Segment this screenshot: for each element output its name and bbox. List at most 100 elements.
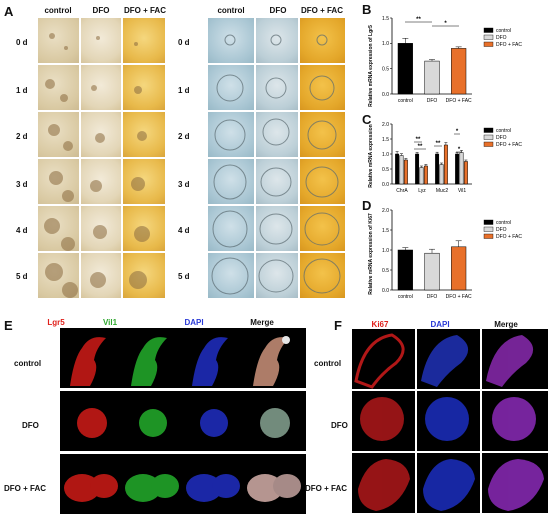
bar bbox=[439, 164, 444, 185]
e-row-control: control bbox=[14, 359, 42, 368]
legend-label: DFO bbox=[496, 135, 507, 141]
f-row-dfo: DFO bbox=[331, 421, 348, 430]
y-tick-label: 0.5 bbox=[382, 268, 389, 274]
x-tick-label: Lyz bbox=[418, 188, 426, 194]
chart-d-ki67: Relative mRNA expression of Ki67 0.0 0.5 1… bbox=[368, 208, 522, 300]
a-left-day-2: 2 d bbox=[16, 132, 28, 141]
bar bbox=[415, 153, 420, 185]
a-right-tile bbox=[208, 206, 254, 251]
x-tick-label: DFO bbox=[427, 98, 438, 104]
a-right-day-1: 1 d bbox=[178, 86, 190, 95]
a-right-tile bbox=[300, 65, 345, 110]
a-right-col-dfofac: DFO + FAC bbox=[300, 6, 343, 15]
bar bbox=[435, 153, 440, 185]
bar bbox=[443, 144, 448, 185]
e-col-vil1: Vil1 bbox=[102, 318, 118, 327]
y-tick-label: 0.5 bbox=[382, 66, 389, 72]
bar bbox=[423, 165, 428, 185]
legend-label: DFO bbox=[496, 35, 507, 41]
chart-d-ylabel: Relative mRNA expression of Ki67 bbox=[368, 213, 374, 295]
e-col-dapi: DAPI bbox=[184, 318, 204, 327]
significance-label: * bbox=[444, 21, 447, 27]
a-right-tile bbox=[300, 112, 345, 157]
a-right-col-control: control bbox=[217, 6, 245, 15]
e-col-merge: Merge bbox=[250, 318, 274, 327]
legend-label: control bbox=[496, 28, 511, 34]
f-fluorescence-shapes bbox=[354, 333, 544, 511]
chart-c-ylabel: Relative mRNA expression bbox=[368, 124, 374, 187]
legend-label: DFO + FAC bbox=[496, 142, 522, 148]
significance-label: ** bbox=[416, 137, 421, 143]
f-col-merge: Merge bbox=[494, 320, 518, 329]
bar bbox=[463, 161, 468, 185]
a-left-tile bbox=[81, 65, 121, 110]
a-right-organoids bbox=[211, 34, 341, 295]
a-left-day-0: 0 d bbox=[16, 38, 28, 47]
f-col-ki67: Ki67 bbox=[371, 320, 389, 329]
a-left-organoid-clusters bbox=[44, 33, 150, 298]
f-col-dapi: DAPI bbox=[430, 320, 450, 329]
e-col-lgr5: Lgr5 bbox=[47, 318, 65, 327]
a-right-col-dfo: DFO bbox=[269, 6, 287, 15]
panel-label-c: C bbox=[362, 112, 372, 127]
a-left-tile bbox=[123, 65, 165, 110]
legend-swatch bbox=[483, 41, 494, 47]
y-tick-label: 1.5 bbox=[382, 16, 389, 22]
bar bbox=[419, 167, 424, 185]
a-left-tile bbox=[38, 112, 79, 157]
x-tick-label: DFO + FAC bbox=[446, 294, 472, 300]
chart-b-ylabel: Relative mRNA expression of Lgr5 bbox=[368, 25, 374, 107]
y-tick-label: 2.0 bbox=[382, 122, 389, 128]
a-right-day-2: 2 d bbox=[178, 132, 190, 141]
f-row-control: control bbox=[314, 359, 342, 368]
bar bbox=[451, 48, 467, 95]
y-tick-label: 0.5 bbox=[382, 167, 389, 173]
y-tick-label: 1.0 bbox=[382, 152, 389, 158]
a-right-day-5: 5 d bbox=[178, 272, 190, 281]
bar bbox=[403, 159, 408, 185]
significance-label: ** bbox=[418, 144, 423, 150]
a-left-col-dfofac: DFO + FAC bbox=[123, 6, 166, 15]
a-right-tile bbox=[256, 65, 298, 110]
a-left-day-3: 3 d bbox=[16, 180, 28, 189]
a-right-day-0: 0 d bbox=[178, 38, 190, 47]
y-tick-label: 2.0 bbox=[382, 208, 389, 214]
a-left-tile bbox=[81, 18, 121, 63]
y-tick-label: 1.5 bbox=[382, 137, 389, 143]
bar bbox=[455, 153, 460, 185]
bar bbox=[399, 155, 404, 185]
legend-label: DFO + FAC bbox=[496, 234, 522, 240]
y-tick-label: 0.0 bbox=[382, 92, 389, 98]
a-left-day-1: 1 d bbox=[16, 86, 28, 95]
a-right-tile bbox=[256, 18, 298, 63]
a-right-tile bbox=[208, 253, 254, 298]
bar bbox=[459, 152, 464, 185]
y-tick-label: 0.0 bbox=[382, 288, 389, 294]
a-left-col-control: control bbox=[44, 6, 72, 15]
bar bbox=[395, 153, 400, 185]
y-tick-label: 1.0 bbox=[382, 248, 389, 254]
legend-swatch bbox=[483, 233, 494, 239]
legend-label: control bbox=[496, 220, 511, 226]
a-right-tile bbox=[208, 18, 254, 63]
legend-swatch bbox=[483, 127, 494, 133]
legend-swatch bbox=[483, 219, 494, 225]
x-tick-label: DFO + FAC bbox=[446, 98, 472, 104]
a-left-col-dfo: DFO bbox=[92, 6, 110, 15]
y-tick-label: 1.0 bbox=[382, 41, 389, 47]
bar bbox=[424, 60, 440, 95]
legend-label: DFO bbox=[496, 227, 507, 233]
bar bbox=[397, 249, 413, 291]
bar bbox=[397, 43, 413, 95]
y-tick-label: 1.5 bbox=[382, 228, 389, 234]
a-right-tile bbox=[208, 65, 254, 110]
e-fluorescence-shapes bbox=[64, 336, 301, 502]
a-left-tile bbox=[38, 18, 79, 63]
a-left-tile bbox=[38, 65, 79, 110]
chart-c-markers: Relative mRNA expression 0.0 0.5 1.0 1.5 2.0… bbox=[368, 122, 522, 194]
a-right-day-4: 4 d bbox=[178, 226, 190, 235]
x-tick-label: ChrA bbox=[396, 188, 408, 194]
legend-swatch bbox=[483, 226, 494, 232]
x-tick-label: control bbox=[398, 294, 413, 300]
a-right-tile bbox=[300, 253, 345, 298]
